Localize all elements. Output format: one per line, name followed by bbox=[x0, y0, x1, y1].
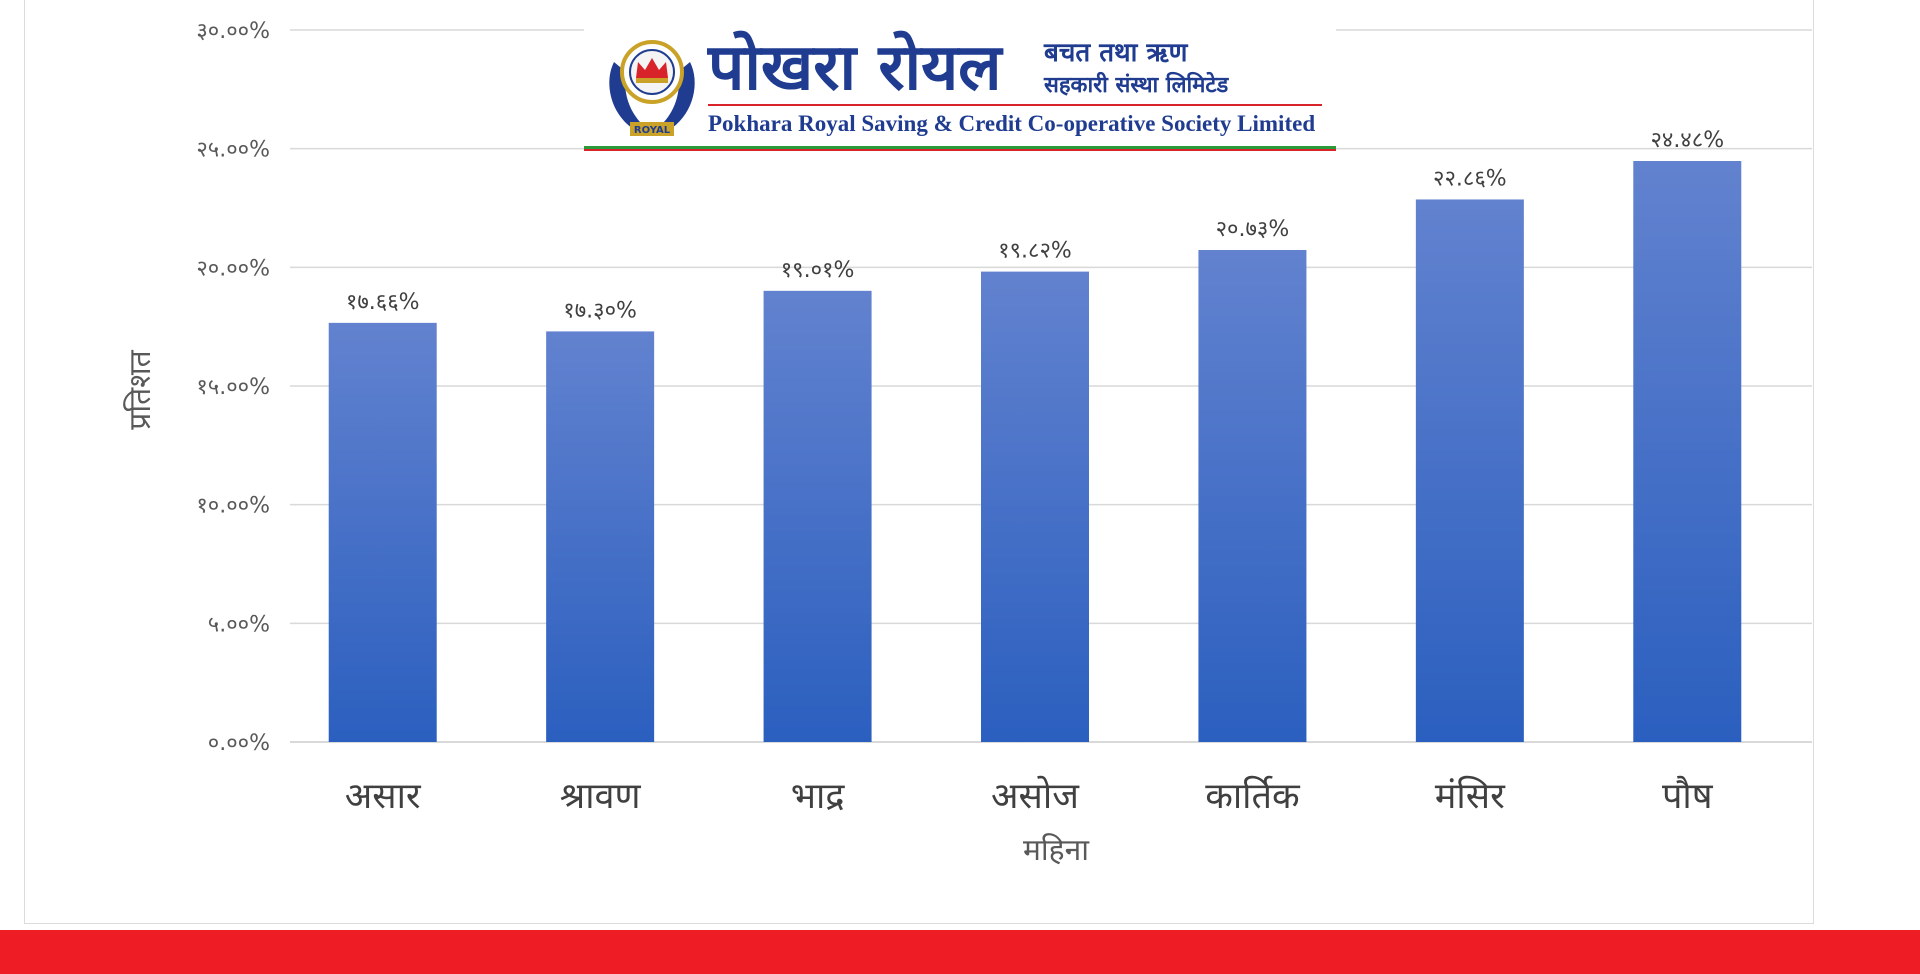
bar bbox=[546, 331, 655, 742]
x-category-label: मंसिर bbox=[1435, 775, 1506, 817]
emblem-text: ROYAL bbox=[634, 125, 671, 136]
bar bbox=[328, 322, 437, 742]
logo-subtitle-nepali-2: सहकारी संस्था लिमिटेड bbox=[1044, 72, 1229, 98]
y-tick-label: १०.००% bbox=[196, 494, 270, 519]
data-label: २२.८६% bbox=[1433, 166, 1507, 191]
bar bbox=[1633, 161, 1742, 742]
data-label: १७.३०% bbox=[563, 298, 637, 323]
logo-banner: ROYAL पोखरा रोयल बचत तथा ऋण सहकारी संस्थ… bbox=[584, 28, 1336, 152]
y-axis-title: प्रतिशत bbox=[123, 349, 158, 429]
y-tick-label: २५.००% bbox=[196, 138, 270, 163]
x-axis-title: महिना bbox=[1023, 833, 1090, 868]
data-labels: १७.६६% १७.३०% १९.०१% १९.८२% २०.७३% २२.८६% २४.४… bbox=[346, 128, 1724, 323]
x-category-label: कार्तिक bbox=[1205, 775, 1301, 817]
y-tick-label: ०.००% bbox=[208, 731, 270, 756]
x-category-label: भाद्र bbox=[791, 776, 846, 817]
x-category-label: असार bbox=[345, 776, 422, 817]
x-category-label: पौष bbox=[1662, 775, 1714, 817]
logo-subtitle-nepali-1: बचत तथा ऋण bbox=[1044, 38, 1188, 68]
bar bbox=[763, 290, 872, 742]
logo-divider bbox=[708, 104, 1322, 106]
footer-red-band bbox=[0, 930, 1920, 974]
data-label: १७.६६% bbox=[346, 290, 420, 315]
data-label: २०.७३% bbox=[1216, 217, 1290, 242]
crown-hands-emblem-icon: ROYAL bbox=[609, 40, 695, 136]
y-tick-label: ५.००% bbox=[208, 612, 270, 637]
logo-title-nepali: पोखरा रोयल bbox=[708, 30, 1002, 105]
y-tick-label: ३०.००% bbox=[196, 19, 270, 44]
bar-chart: ०.००% ५.००% १०.००% १५.००% २०.००% २५.००% ३०.००%… bbox=[123, 19, 1812, 868]
y-tick-label: १५.००% bbox=[196, 375, 270, 400]
bar bbox=[981, 271, 1089, 742]
data-label: १९.८२% bbox=[998, 239, 1072, 264]
logo-underline-red bbox=[584, 149, 1336, 151]
bars bbox=[328, 161, 1742, 742]
y-tick-label: २०.००% bbox=[196, 256, 270, 281]
x-category-label: असोज bbox=[991, 775, 1080, 817]
bar bbox=[1198, 250, 1307, 742]
logo-title-english: Pokhara Royal Saving & Credit Co-operati… bbox=[708, 111, 1316, 136]
data-label: १९.०१% bbox=[781, 258, 855, 283]
logo-underline-green bbox=[584, 146, 1336, 149]
y-axis-ticks: ०.००% ५.००% १०.००% १५.००% २०.००% २५.००% ३०.००% bbox=[196, 19, 270, 756]
x-axis-categories: असार श्रावण भाद्र असोज कार्तिक मंसिर पौष bbox=[345, 775, 1714, 817]
x-category-label: श्रावण bbox=[560, 776, 642, 817]
bar bbox=[1415, 199, 1524, 742]
data-label: २४.४८% bbox=[1650, 128, 1724, 153]
